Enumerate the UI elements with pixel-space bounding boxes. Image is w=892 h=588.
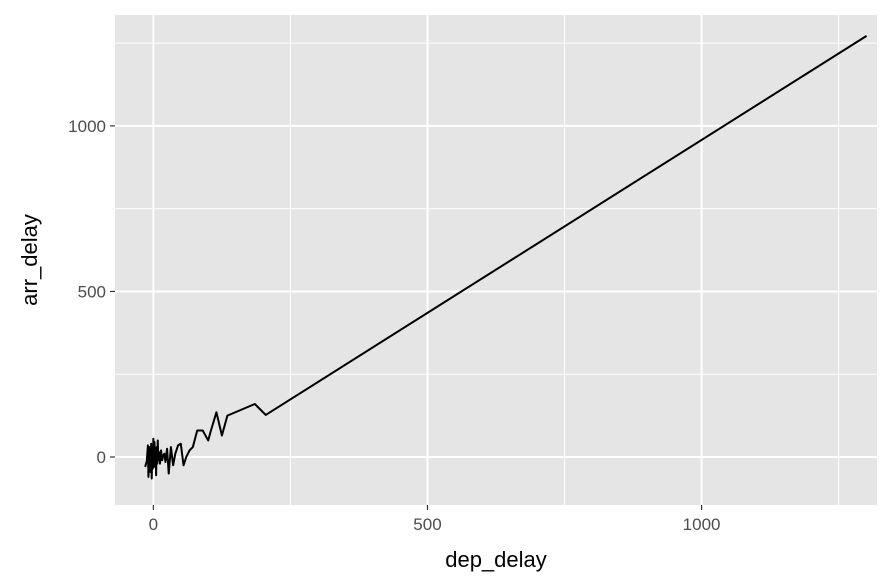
plot-panel [115,15,877,505]
x-tick-label: 0 [149,515,158,534]
x-tick-label: 500 [413,515,441,534]
x-tick-label: 1000 [683,515,721,534]
series-line [144,35,868,480]
y-tick-label: 1000 [68,117,106,136]
minor-gridlines [115,15,877,505]
y-tick-label: 0 [97,448,106,467]
x-axis-title: dep_delay [445,547,547,572]
major-gridlines [115,15,877,505]
y-axis-title: arr_delay [17,214,42,306]
y-tick-label: 500 [78,282,106,301]
data-series [144,35,868,480]
axis-ticks: 0 500 1000 0 500 1000 [68,117,720,534]
